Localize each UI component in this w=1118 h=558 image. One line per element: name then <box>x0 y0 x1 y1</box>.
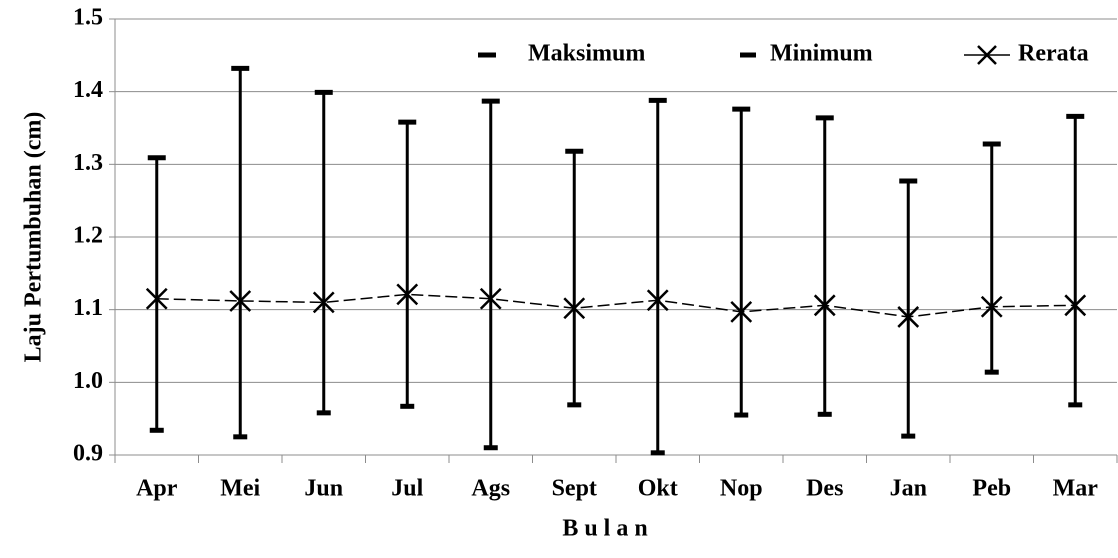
legend-swatch <box>977 45 997 65</box>
y-tick-label: 1.3 <box>73 150 103 176</box>
legend-label: Maksimum <box>528 41 645 67</box>
y-tick-label: 1.2 <box>73 223 103 249</box>
mean-marker <box>312 291 335 314</box>
mean-marker <box>646 289 669 312</box>
y-tick-label: 1.1 <box>73 295 103 321</box>
y-tick-label: 1.0 <box>73 368 103 394</box>
legend-label: Minimum <box>770 41 873 67</box>
x-tick-label: Okt <box>638 476 678 502</box>
x-tick-label: Jan <box>890 476 927 502</box>
mean-marker <box>396 283 419 306</box>
x-tick-label: Mar <box>1053 476 1099 502</box>
x-tick-label: Peb <box>972 476 1011 502</box>
x-tick-label: Sept <box>552 476 597 502</box>
y-tick-label: 1.4 <box>73 77 103 103</box>
x-tick-label: Apr <box>136 476 178 502</box>
mean-marker <box>1064 294 1087 317</box>
mean-marker <box>563 297 586 320</box>
x-tick-label: Nop <box>720 476 763 502</box>
mean-marker <box>980 295 1003 318</box>
mean-line <box>156 293 1076 318</box>
x-tick-label: Jun <box>304 476 343 502</box>
mean-marker <box>813 294 836 317</box>
y-tick-label: 1.5 <box>73 5 103 31</box>
x-tick-label: Jul <box>391 476 423 502</box>
x-tick-label: Mei <box>220 476 260 502</box>
x-axis-label: B u l a n <box>562 516 647 542</box>
mean-marker <box>730 300 753 323</box>
y-tick-label: 0.9 <box>73 441 103 467</box>
mean-marker <box>897 306 920 328</box>
mean-marker <box>145 287 168 310</box>
mean-marker <box>479 287 502 310</box>
mean-marker <box>229 290 252 312</box>
legend-label: Rerata <box>1018 41 1089 67</box>
x-tick-label: Ags <box>471 476 510 502</box>
y-axis-label: Laju Pertumbuhan (cm) <box>21 112 47 363</box>
x-tick-label: Des <box>806 476 843 502</box>
